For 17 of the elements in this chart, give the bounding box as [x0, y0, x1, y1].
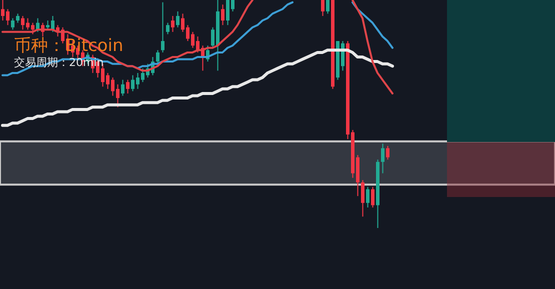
candlestick	[326, 0, 330, 14]
candlestick	[121, 79, 124, 96]
candlestick	[11, 18, 14, 30]
candlestick	[371, 186, 374, 208]
candlestick	[361, 180, 364, 218]
candlestick	[156, 50, 160, 64]
candlestick	[166, 22, 170, 35]
candlestick	[221, 4, 224, 26]
candlestick	[126, 79, 130, 94]
candlestick	[321, 0, 324, 16]
candlestick	[381, 143, 384, 174]
candlestick	[176, 10, 180, 28]
candlestick	[161, 2, 164, 53]
candlestick	[386, 145, 390, 160]
candlestick	[366, 186, 370, 208]
candlestick	[171, 15, 174, 32]
candlestick	[16, 13, 20, 24]
